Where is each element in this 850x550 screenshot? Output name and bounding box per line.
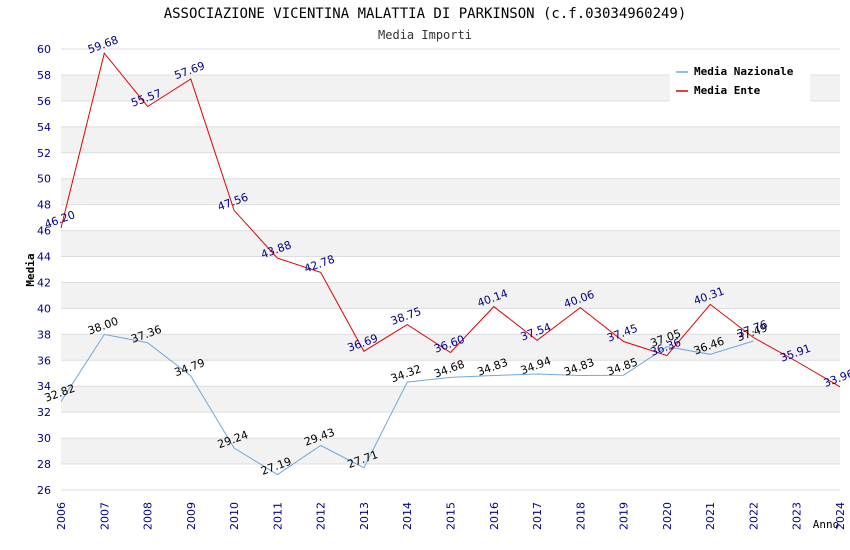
y-tick-label: 48: [37, 199, 51, 212]
y-axis-label: Media: [24, 253, 37, 286]
x-tick-label: 2006: [55, 502, 68, 530]
y-tick-label: 36: [37, 354, 51, 367]
x-tick-label: 2008: [142, 502, 155, 530]
data-label-media-ente: 46.20: [43, 208, 77, 231]
x-tick-label: 2024: [834, 502, 847, 530]
y-tick-label: 34: [37, 380, 51, 393]
y-tick-label: 56: [37, 95, 51, 108]
x-tick-label: 2020: [661, 502, 674, 530]
x-tick-label: 2013: [358, 502, 371, 530]
y-axis-ticks: 26 28 30 32 34 36 38 40 42 44 46 48 50 52 54 56 58 60: [37, 43, 51, 497]
legend: Media Nazionale Media Ente: [670, 62, 810, 102]
grid-lines: [61, 48, 840, 491]
grid-band: [61, 334, 840, 361]
grid-band: [61, 230, 840, 257]
y-tick-label: 32: [37, 406, 51, 419]
x-tick-label: 2019: [618, 502, 631, 530]
x-tick-label: 2014: [401, 502, 414, 530]
y-tick-label: 26: [37, 484, 51, 497]
x-tick-label: 2011: [271, 502, 284, 530]
y-tick-label: 54: [37, 121, 51, 134]
y-tick-label: 46: [37, 225, 51, 238]
series-line-media-ente: [60, 52, 841, 388]
x-tick-label: 2016: [488, 502, 501, 530]
y-tick-label: 28: [37, 458, 51, 471]
x-axis-label: Anno: [813, 518, 840, 531]
x-tick-label: 2017: [531, 502, 544, 530]
x-tick-label: 2023: [791, 502, 804, 530]
y-tick-label: 30: [37, 432, 51, 445]
data-label-media-nazionale: 34.32: [389, 362, 423, 385]
series-group: [60, 52, 841, 476]
y-tick-label: 58: [37, 69, 51, 82]
x-tick-label: 2010: [228, 502, 241, 530]
legend-label-media-ente: Media Ente: [694, 84, 761, 97]
x-tick-label: 2015: [445, 502, 458, 530]
data-label-media-ente: 59.68: [86, 33, 120, 56]
y-tick-label: 38: [37, 328, 51, 341]
y-tick-label: 52: [37, 147, 51, 160]
legend-label-media-nazionale: Media Nazionale: [694, 65, 794, 78]
grid-band: [61, 178, 840, 205]
grid-band: [61, 386, 840, 413]
y-tick-label: 40: [37, 302, 51, 315]
series-line-media-nazionale: [60, 333, 754, 476]
x-tick-label: 2018: [574, 502, 587, 530]
legend-box: [670, 62, 810, 102]
x-tick-label: 2022: [747, 502, 760, 530]
y-tick-label: 42: [37, 276, 51, 289]
x-tick-label: 2012: [315, 502, 328, 530]
chart-subtitle: Media Importi: [378, 28, 472, 42]
x-axis-ticks: 2006 2007 2008 2009 2010 2011 2012 2013 2014 2015…: [55, 502, 847, 530]
x-tick-label: 2009: [185, 502, 198, 530]
y-tick-label: 60: [37, 43, 51, 56]
x-tick-label: 2021: [704, 502, 717, 530]
grid-bands: [61, 74, 840, 465]
y-tick-label: 44: [37, 251, 51, 264]
grid-band: [61, 438, 840, 465]
grid-band: [61, 126, 840, 153]
x-tick-label: 2007: [98, 502, 111, 530]
chart-title: ASSOCIAZIONE VICENTINA MALATTIA DI PARKI…: [164, 6, 687, 22]
y-tick-label: 50: [37, 173, 51, 186]
